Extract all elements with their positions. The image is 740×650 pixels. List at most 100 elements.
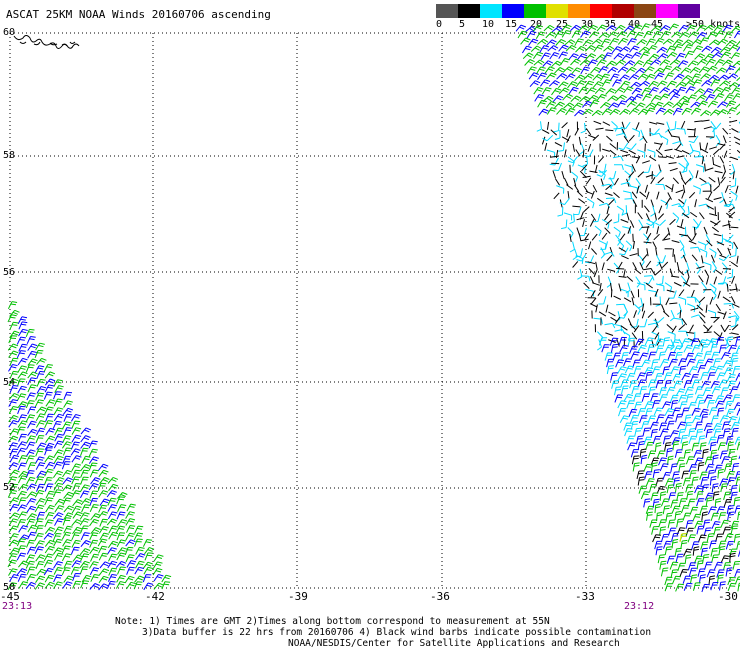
wind-barb — [696, 58, 708, 66]
wind-barb — [731, 128, 739, 133]
wind-barb — [620, 149, 629, 154]
wind-barb — [581, 164, 588, 172]
wind-barb — [727, 315, 739, 321]
wind-barb — [71, 469, 81, 478]
wind-barb — [26, 483, 37, 491]
wind-barb — [706, 325, 713, 332]
wind-barb — [26, 505, 37, 514]
wind-barb — [637, 476, 645, 486]
wind-barb — [711, 386, 721, 395]
wind-barb — [572, 205, 581, 208]
wind-barb — [35, 554, 46, 562]
wind-barb — [680, 275, 687, 287]
wind-barb — [553, 162, 562, 171]
wind-barb — [62, 469, 73, 478]
wind-barb — [9, 330, 20, 338]
wind-barb — [728, 44, 739, 52]
wind-barb — [89, 497, 98, 506]
wind-barb — [52, 489, 62, 498]
wind-barb — [35, 413, 46, 422]
wind-barb — [681, 163, 688, 173]
wind-barb — [71, 463, 82, 472]
wind-barb — [665, 198, 671, 206]
wind-barb — [621, 352, 629, 361]
wind-barb — [585, 177, 592, 185]
wind-barb — [610, 372, 618, 381]
wind-barb — [593, 120, 602, 125]
wind-barb — [668, 527, 677, 536]
wind-barb — [623, 422, 632, 431]
wind-barb — [682, 212, 690, 219]
wind-barb — [684, 262, 690, 274]
wind-barb — [18, 321, 28, 330]
wind-barb — [647, 322, 659, 328]
wind-barb — [650, 393, 659, 402]
wind-barb — [54, 552, 64, 561]
wind-barb — [662, 337, 670, 347]
wind-barb — [605, 88, 616, 95]
wind-barb — [620, 219, 629, 223]
wind-barb — [34, 365, 45, 373]
wind-barb — [597, 197, 605, 204]
wind-barb — [645, 38, 656, 47]
wind-barb — [607, 268, 616, 272]
wind-barb — [691, 254, 698, 262]
wind-barb — [26, 491, 37, 499]
wind-barb — [604, 192, 613, 196]
wind-barb — [691, 73, 701, 82]
wind-barb — [668, 492, 676, 501]
wind-barb — [89, 567, 100, 576]
wind-barb — [18, 581, 29, 589]
wind-barb — [664, 442, 672, 451]
wind-barb — [717, 74, 729, 81]
wind-barb — [567, 156, 578, 164]
wind-barb — [670, 135, 679, 138]
wind-barb — [727, 441, 734, 451]
wind-barb — [72, 526, 83, 535]
wind-barb — [571, 67, 582, 75]
wind-barb — [677, 562, 686, 572]
wind-barb — [560, 219, 568, 230]
wind-barb — [724, 324, 730, 333]
wind-barb — [9, 357, 19, 366]
wind-barb — [548, 80, 560, 87]
wind-barb — [730, 332, 739, 335]
wind-barb — [692, 45, 703, 53]
wind-barb — [715, 30, 726, 38]
wind-barb — [609, 38, 620, 46]
wind-barb — [576, 217, 585, 221]
wind-barb — [26, 498, 37, 506]
wind-barb — [632, 233, 634, 242]
wind-barb — [43, 477, 53, 486]
wind-barb — [26, 539, 35, 548]
wind-barb — [633, 325, 640, 333]
wind-barb — [569, 233, 572, 242]
wind-barb — [580, 238, 589, 242]
wind-barb — [632, 24, 643, 32]
wind-barb — [629, 323, 637, 330]
wind-barb — [712, 87, 724, 94]
scale-label-9: 45 — [651, 19, 664, 30]
wind-barb — [549, 155, 559, 158]
wind-barb — [654, 288, 659, 297]
wind-barb — [673, 317, 684, 325]
wind-barb — [562, 66, 574, 73]
wind-barb — [593, 269, 598, 278]
wind-barb — [89, 546, 100, 554]
wind-barb — [640, 491, 650, 500]
wind-barb — [655, 248, 658, 257]
wind-barb — [53, 482, 64, 491]
wind-barb — [589, 170, 598, 173]
wind-barb — [661, 304, 666, 312]
wind-barb — [645, 73, 656, 81]
wind-barb — [626, 100, 638, 108]
wind-barb — [53, 440, 64, 449]
scale-swatch-9 — [634, 4, 656, 18]
wind-barb — [586, 87, 597, 95]
wind-barb — [142, 574, 152, 583]
wind-barb — [607, 31, 619, 39]
wind-barb — [655, 380, 664, 389]
coastline-path — [13, 35, 80, 49]
wind-barb — [579, 59, 591, 66]
